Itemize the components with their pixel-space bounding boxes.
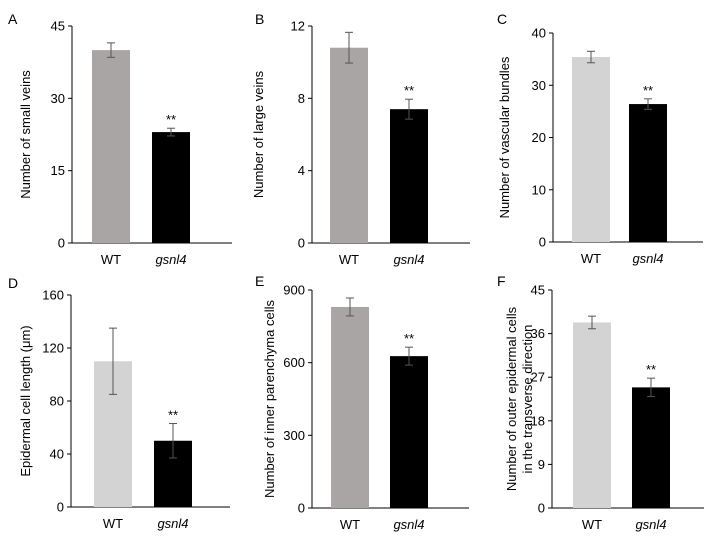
panel-letter-b: B <box>255 11 264 27</box>
y-tick-label-e-1: 300 <box>283 428 305 443</box>
y-tick-label-d-4: 160 <box>42 288 64 303</box>
y-axis-label-f-line-1: in the transverse direction <box>520 325 535 474</box>
significance-b-1: ** <box>404 83 414 98</box>
y-axis-label-a: Number of small veins <box>18 70 33 199</box>
y-tick-label-c-1: 10 <box>532 182 546 197</box>
y-tick-label-e-0: 0 <box>298 501 305 516</box>
y-axis-label-c: Number of vascular bundles <box>497 56 512 218</box>
y-tick-label-d-3: 120 <box>42 341 64 356</box>
category-label-a-1: gsnl4 <box>155 252 186 267</box>
y-axis-label-e: Number of inner parenchyma cells <box>262 300 277 498</box>
significance-e-1: ** <box>404 331 414 346</box>
category-label-d-0: WT <box>103 516 123 531</box>
y-tick-label-f-1: 9 <box>538 457 545 472</box>
category-label-c-0: WT <box>581 251 601 266</box>
y-tick-label-b-0: 0 <box>298 236 305 251</box>
significance-d-1: ** <box>168 408 178 423</box>
bar-a-1 <box>152 132 190 243</box>
y-axis-label-f-line-0: Number of outer epidermal cells <box>504 306 519 491</box>
y-tick-label-a-2: 30 <box>51 91 65 106</box>
bar-c-0 <box>572 57 610 242</box>
y-tick-label-a-0: 0 <box>58 236 65 251</box>
category-label-d-1: gsnl4 <box>157 516 188 531</box>
y-tick-label-d-0: 0 <box>57 500 64 515</box>
category-label-b-0: WT <box>339 252 359 267</box>
y-tick-label-b-1: 4 <box>298 163 305 178</box>
bar-c-1 <box>629 104 667 242</box>
panel-letter-f: F <box>497 273 506 289</box>
y-tick-label-f-4: 36 <box>531 326 545 341</box>
significance-a-1: ** <box>166 112 176 127</box>
panel-letter-e: E <box>255 273 264 289</box>
significance-f-1: ** <box>646 362 656 377</box>
y-tick-label-f-3: 27 <box>531 370 545 385</box>
category-label-e-0: WT <box>340 517 360 532</box>
y-tick-label-f-2: 18 <box>531 413 545 428</box>
y-tick-label-c-4: 40 <box>532 26 546 41</box>
panel-letter-c: C <box>497 11 507 27</box>
bar-f-0 <box>573 322 611 508</box>
y-tick-label-c-2: 20 <box>532 130 546 145</box>
bar-f-1 <box>632 387 670 508</box>
y-tick-label-e-2: 600 <box>283 355 305 370</box>
bar-b-0 <box>330 47 368 244</box>
y-tick-label-c-0: 0 <box>539 235 546 250</box>
category-label-f-1: gsnl4 <box>635 517 666 532</box>
category-label-c-1: gsnl4 <box>632 251 663 266</box>
category-label-b-1: gsnl4 <box>393 252 424 267</box>
y-axis-label-d: Epidermal cell length (μm) <box>18 325 33 476</box>
category-label-e-1: gsnl4 <box>393 517 424 532</box>
y-tick-label-e-3: 900 <box>283 283 305 298</box>
bar-e-0 <box>331 306 369 508</box>
y-tick-label-d-1: 40 <box>50 447 64 462</box>
y-axis-label-b: Number of large veins <box>251 70 266 198</box>
bar-b-1 <box>390 109 428 243</box>
significance-c-1: ** <box>643 83 653 98</box>
y-tick-label-b-3: 12 <box>291 19 305 34</box>
y-tick-label-a-3: 45 <box>51 19 65 34</box>
bar-e-1 <box>390 356 428 508</box>
category-label-f-0: WT <box>582 517 602 532</box>
bar-a-0 <box>92 50 130 243</box>
y-tick-label-c-3: 30 <box>532 78 546 93</box>
y-tick-label-f-0: 0 <box>538 501 545 516</box>
category-label-a-0: WT <box>101 252 121 267</box>
y-tick-label-a-1: 15 <box>51 163 65 178</box>
y-tick-label-f-5: 45 <box>531 283 545 298</box>
y-tick-label-d-2: 80 <box>50 394 64 409</box>
panel-letter-d: D <box>8 275 18 291</box>
y-tick-label-b-2: 8 <box>298 91 305 106</box>
panel-letter-a: A <box>8 11 18 27</box>
